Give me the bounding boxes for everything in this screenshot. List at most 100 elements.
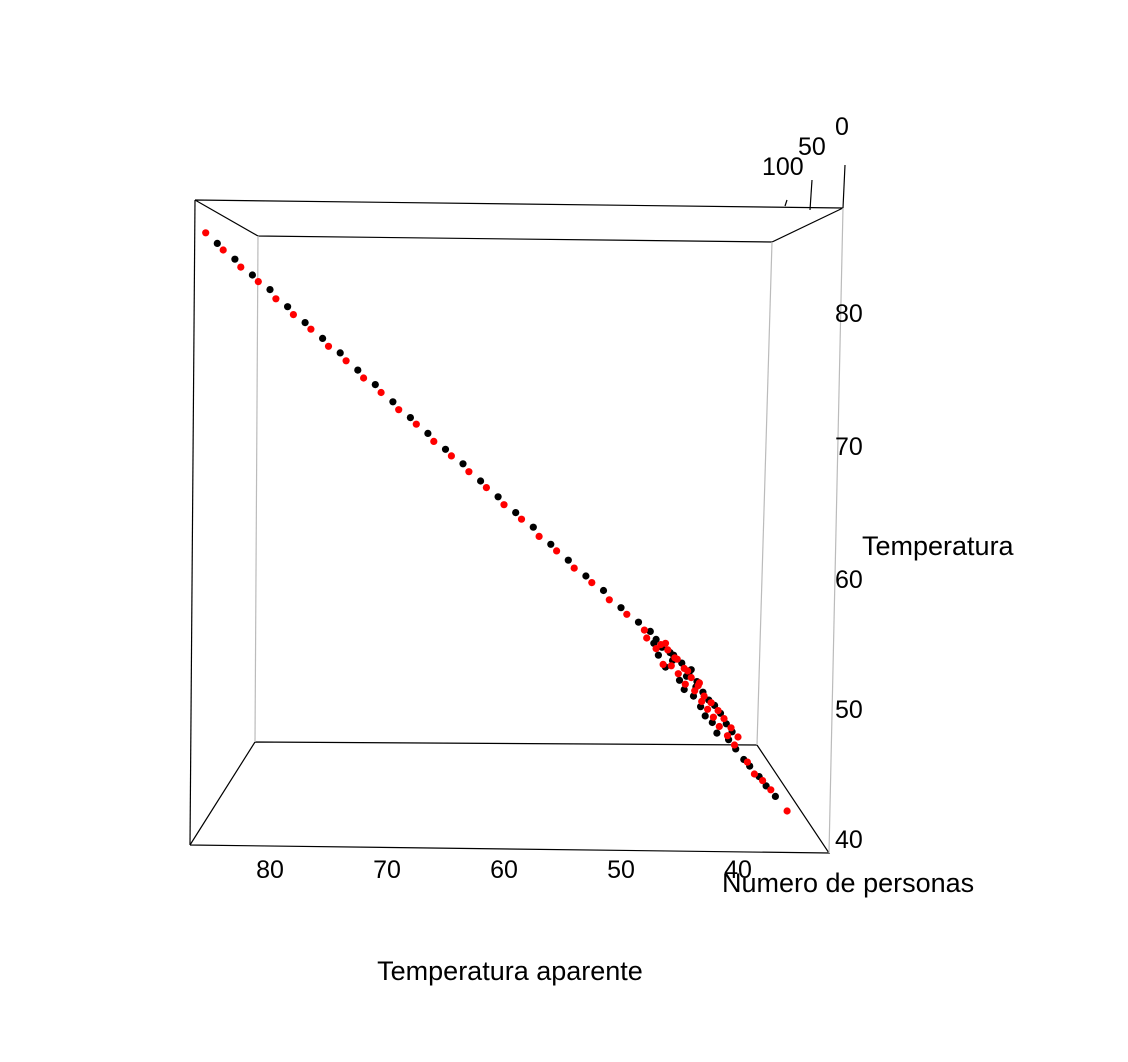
data-point-1-59 (783, 807, 791, 815)
x-tick-label-50: 50 (607, 856, 635, 884)
data-point-1-16 (482, 484, 490, 492)
data-point-1-0 (202, 229, 210, 237)
data-point-1-19 (535, 532, 543, 541)
data-point-0-21 (582, 572, 590, 580)
y-tick-label-40: 40 (835, 826, 863, 854)
data-point-1-9 (360, 374, 368, 382)
data-point-1-21 (570, 564, 578, 572)
data-point-0-10 (389, 398, 397, 406)
data-point-1-15 (465, 468, 473, 476)
box-bottom-edge (189, 741, 831, 854)
z-tick-mark-50 (809, 179, 813, 211)
data-point-1-11 (395, 406, 403, 414)
data-point-1-46 (709, 713, 718, 721)
data-point-1-45 (704, 705, 712, 713)
data-point-1-8 (342, 357, 350, 365)
data-point-1-40 (659, 660, 667, 669)
data-point-1-37 (720, 715, 728, 723)
data-point-0-0 (213, 239, 221, 247)
data-point-0-47 (713, 729, 721, 737)
data-point-1-17 (500, 501, 508, 509)
data-point-1-42 (681, 680, 689, 688)
data-point-1-29 (664, 646, 672, 654)
data-point-1-25 (640, 626, 649, 634)
data-point-0-20 (564, 556, 572, 564)
data-point-0-19 (547, 540, 555, 548)
data-point-1-10 (377, 388, 385, 397)
data-point-1-50 (652, 645, 660, 653)
data-point-1-32 (687, 674, 695, 682)
data-point-1-24 (623, 610, 631, 618)
data-point-1-3 (254, 278, 262, 286)
data-point-0-24 (634, 618, 643, 626)
data-point-1-4 (272, 295, 280, 303)
data-point-1-56 (750, 770, 759, 778)
data-point-0-18 (529, 523, 537, 531)
data-point-1-22 (588, 579, 596, 587)
data-point-1-36 (714, 707, 722, 715)
box-right-back-edge (756, 241, 773, 746)
box-left-edge (189, 199, 196, 846)
data-point-1-35 (707, 699, 715, 707)
data-point-1-58 (767, 786, 775, 794)
data-point-1-6 (307, 325, 315, 333)
z-axis-title: Numero de personas (722, 868, 974, 898)
y-tick-label-70: 70 (835, 433, 863, 461)
data-point-1-39 (734, 733, 742, 741)
data-point-1-1 (219, 246, 227, 254)
data-point-1-51 (661, 639, 670, 647)
data-point-0-7 (336, 349, 344, 357)
data-point-0-45 (701, 712, 709, 720)
z-tick-mark-100 (784, 199, 788, 207)
data-point-0-13 (441, 445, 450, 453)
data-point-0-8 (354, 366, 362, 374)
z-tick-label-0: 0 (835, 113, 849, 141)
data-point-1-28 (643, 634, 651, 642)
box-right-edge (828, 207, 844, 854)
box-top-edge (194, 199, 844, 243)
data-point-1-43 (691, 687, 699, 695)
data-point-0-1 (231, 255, 239, 263)
data-point-0-23 (617, 604, 625, 612)
data-point-1-41 (674, 670, 682, 678)
data-point-1-30 (671, 654, 679, 662)
z-axis-line (842, 164, 846, 209)
data-point-0-16 (494, 493, 502, 501)
data-point-0-22 (599, 586, 608, 595)
data-point-0-41 (675, 676, 684, 684)
box-frame (189, 199, 844, 854)
data-point-1-14 (447, 452, 455, 460)
data-point-1-53 (684, 667, 692, 675)
data-point-0-28 (646, 627, 654, 636)
data-point-1-44 (698, 697, 706, 706)
x-axis-title: Temperatura aparente (377, 956, 643, 986)
y-tick-label-50: 50 (835, 696, 863, 724)
data-point-1-38 (727, 724, 735, 732)
data-point-0-11 (406, 414, 414, 422)
x-tick-label-80: 80 (256, 856, 284, 884)
data-point-1-5 (289, 311, 297, 319)
data-point-0-59 (771, 792, 780, 801)
data-point-1-23 (605, 596, 613, 604)
data-point-1-12 (412, 420, 420, 428)
data-point-1-18 (517, 515, 526, 523)
box-left-back-edge (254, 235, 259, 743)
z-tick-label-50: 50 (798, 133, 826, 161)
data-point-0-14 (459, 460, 467, 468)
data-point-0-12 (424, 429, 432, 437)
y-tick-label-60: 60 (835, 566, 863, 594)
data-point-0-2 (248, 271, 256, 279)
data-point-0-3 (266, 286, 274, 294)
data-point-1-2 (237, 263, 245, 271)
y-tick-label-80: 80 (835, 300, 863, 328)
data-point-1-54 (695, 679, 704, 687)
data-point-0-51 (654, 651, 663, 659)
data-point-0-4 (284, 303, 292, 311)
y-axis-title: Temperatura (862, 531, 1015, 561)
data-points (202, 229, 791, 815)
data-point-1-7 (324, 342, 333, 350)
x-tick-label-40: 40 (724, 856, 752, 884)
data-point-1-13 (430, 437, 438, 445)
